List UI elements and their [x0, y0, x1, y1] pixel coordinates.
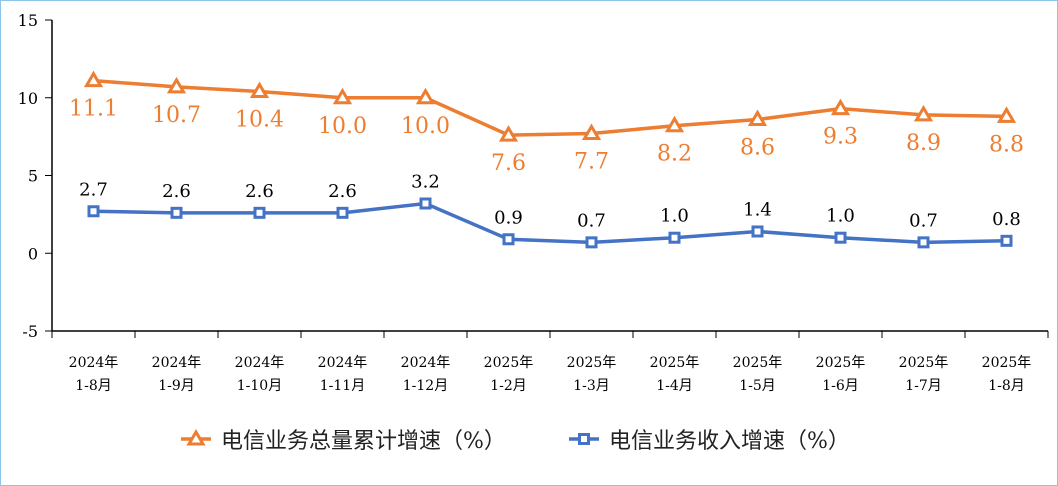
x-tick-label-year: 2024年: [235, 355, 285, 371]
data-label: 1.0: [826, 206, 855, 227]
x-tick-label-year: 2025年: [816, 355, 866, 371]
data-label: 8.2: [657, 142, 692, 167]
x-tick-label-month: 1-10月: [237, 378, 282, 394]
data-label: 2.6: [162, 181, 191, 202]
x-tick-label-year: 2024年: [152, 355, 202, 371]
data-label: 2.7: [79, 179, 108, 200]
data-label: 10.0: [318, 114, 367, 139]
square-marker: [917, 236, 930, 249]
data-label: 2.6: [328, 181, 357, 202]
x-tick-label-year: 2025年: [567, 355, 617, 371]
triangle-marker: [581, 123, 602, 141]
x-tick-label-year: 2025年: [982, 355, 1032, 371]
data-label: 0.8: [992, 209, 1021, 230]
data-label: 7.7: [574, 150, 609, 175]
data-label: 8.6: [740, 136, 775, 161]
square-marker: [253, 206, 266, 219]
x-tick-label-month: 1-3月: [573, 378, 610, 394]
legend-label: 电信业务总量累计增速（%）: [221, 429, 506, 454]
x-tick-label-month: 1-2月: [490, 378, 527, 394]
data-label: 10.7: [152, 103, 201, 128]
x-tick-label-month: 1-5月: [739, 378, 776, 394]
x-tick-label-year: 2024年: [318, 355, 368, 371]
legend-label: 电信业务收入增速（%）: [609, 429, 850, 454]
legend-triangle-icon: [186, 429, 206, 446]
y-tick-label: 15: [18, 11, 38, 30]
x-tick-label-month: 1-8月: [75, 378, 112, 394]
triangle-marker: [747, 109, 768, 127]
legend-square-icon: [578, 433, 590, 445]
square-marker: [170, 206, 183, 219]
data-label: 0.7: [909, 210, 938, 231]
data-label: 0.7: [577, 210, 606, 231]
data-label: 1.4: [743, 199, 772, 220]
triangle-marker: [664, 115, 685, 133]
data-label: 7.6: [491, 151, 526, 176]
x-tick-label-month: 1-11月: [320, 378, 365, 394]
x-tick-label-month: 1-9月: [158, 378, 195, 394]
x-tick-label-year: 2025年: [650, 355, 700, 371]
x-tick-label-month: 1-12月: [403, 378, 448, 394]
data-label: 1.0: [660, 206, 689, 227]
data-label: 0.9: [494, 207, 523, 228]
y-tick-label: 5: [28, 167, 38, 186]
series-line-1: [93, 201, 1007, 245]
y-tick-label: 10: [18, 89, 38, 108]
triangle-marker: [913, 104, 934, 122]
square-marker: [1000, 234, 1013, 247]
triangle-marker: [498, 125, 519, 142]
triangle-marker: [332, 87, 353, 105]
square-marker: [502, 233, 515, 246]
square-marker: [585, 236, 598, 249]
series-line-0: [93, 78, 1007, 137]
x-tick-label-year: 2025年: [733, 355, 783, 371]
triangle-marker: [166, 76, 187, 94]
x-tick-label-year: 2024年: [69, 355, 119, 371]
x-tick-label-month: 1-8月: [988, 378, 1025, 394]
triangle-marker: [249, 81, 270, 99]
data-label: 11.1: [69, 97, 118, 122]
triangle-marker: [830, 98, 851, 116]
square-marker: [751, 225, 764, 238]
x-tick-label-month: 1-4月: [656, 378, 693, 394]
data-label: 2.6: [245, 181, 274, 202]
x-tick-label-year: 2025年: [484, 355, 534, 371]
x-tick-label-month: 1-7月: [905, 378, 942, 394]
square-marker: [419, 197, 432, 210]
data-label: 9.3: [823, 125, 858, 150]
square-marker: [668, 231, 681, 244]
square-marker: [87, 205, 100, 218]
data-label: 8.9: [906, 131, 941, 156]
square-marker: [834, 231, 847, 244]
x-tick-label-month: 1-6月: [822, 378, 859, 394]
x-tick-label-year: 2025年: [899, 355, 949, 371]
triangle-marker: [83, 70, 104, 88]
y-tick-label: -5: [22, 322, 38, 341]
triangle-marker: [996, 106, 1017, 123]
x-tick-label-year: 2024年: [401, 355, 451, 371]
data-label: 10.4: [235, 108, 284, 133]
data-label: 8.8: [989, 132, 1024, 157]
square-marker: [336, 206, 349, 219]
data-label: 10.0: [401, 114, 450, 139]
triangle-marker: [415, 87, 436, 105]
data-label: 3.2: [411, 171, 440, 192]
y-tick-label: 0: [28, 244, 38, 263]
